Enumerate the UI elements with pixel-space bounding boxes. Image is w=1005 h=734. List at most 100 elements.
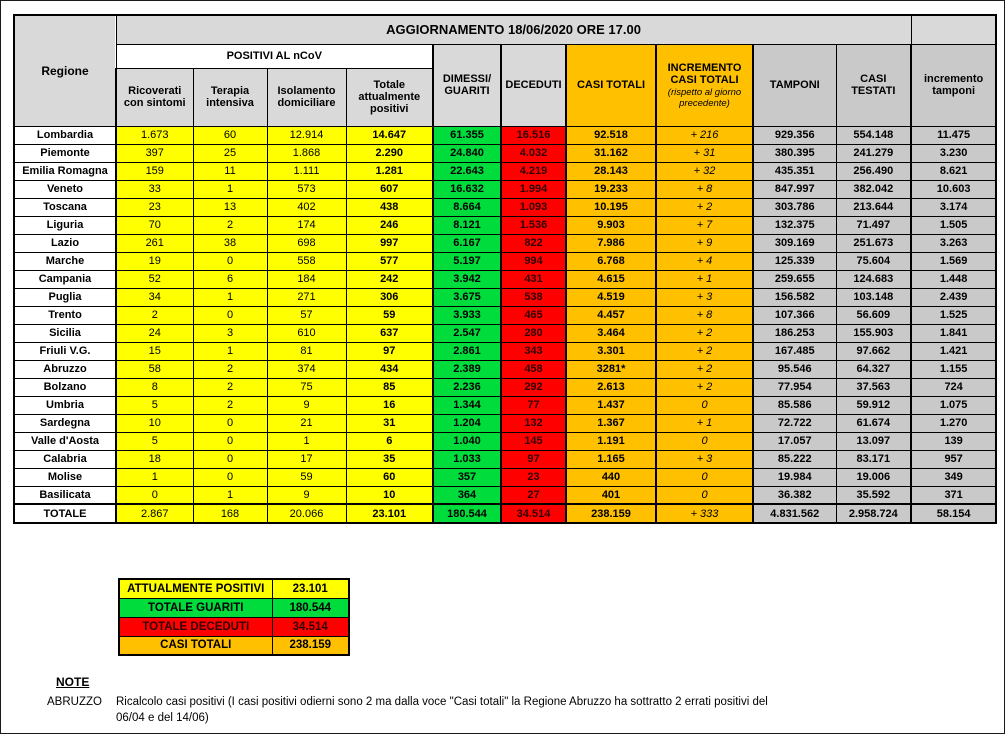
region-row: Trento 2 0 57 59 3.933 465 4.457 + 8 107.366 56.60… (13, 305, 997, 325)
cell-ricoverati: 24 (115, 323, 194, 343)
cell-name: Campania (13, 269, 117, 289)
cell-tamponi: 847.997 (752, 179, 837, 199)
cell-incremento-tamponi: 349 (910, 467, 997, 487)
col-header-tamponi: TAMPONI (752, 43, 837, 127)
cell-deceduti: 145 (500, 431, 567, 451)
cell-deceduti: 1.994 (500, 179, 567, 199)
cell-name: Bolzano (13, 377, 117, 397)
cell-ricoverati: 23 (115, 197, 194, 217)
cell-deceduti: 97 (500, 449, 567, 469)
cell-totale-positivi: 10 (345, 485, 434, 505)
cell-casi-testati: 382.042 (835, 179, 912, 199)
cell-dimessi-guariti: 3.942 (432, 269, 502, 289)
cell-dimessi-guariti: 1.033 (432, 449, 502, 469)
cell-incremento-casi: 0 (655, 395, 754, 415)
cell-incremento-casi: + 3 (655, 449, 754, 469)
cell-totale-positivi: 85 (345, 377, 434, 397)
cell-name: Liguria (13, 215, 117, 235)
cell-isolamento: 573 (266, 179, 347, 199)
cell-tamponi: 929.356 (752, 125, 837, 145)
cell-incremento-casi: + 2 (655, 323, 754, 343)
cell-terapia: 1 (192, 287, 268, 307)
region-row: Piemonte 397 25 1.868 2.290 24.840 4.032 31.162… (13, 143, 997, 163)
cell-totale-positivi: 607 (345, 179, 434, 199)
cell-incremento-tamponi: 3.174 (910, 197, 997, 217)
summary-value: 34.514 (271, 616, 350, 637)
cell-incremento-tamponi: 3.263 (910, 233, 997, 253)
cell-totale-positivi: 242 (345, 269, 434, 289)
cell-incremento-casi: 0 (655, 485, 754, 505)
cell-tamponi: 259.655 (752, 269, 837, 289)
cell-casi-totali: 2.613 (565, 377, 657, 397)
cell-deceduti: 458 (500, 359, 567, 379)
cell-dimessi-guariti: 1.204 (432, 413, 502, 433)
cell-isolamento: 1.868 (266, 143, 347, 163)
cell-tamponi: 85.222 (752, 449, 837, 469)
cell-tamponi: 435.351 (752, 161, 837, 181)
cell-totale-positivi: 2.290 (345, 143, 434, 163)
cell-incremento-tamponi: 1.569 (910, 251, 997, 271)
cell-dimessi-guariti: 6.167 (432, 233, 502, 253)
region-row: Veneto 33 1 573 607 16.632 1.994 19.233 + 8 847.9… (13, 179, 997, 199)
cell-isolamento: 610 (266, 323, 347, 343)
cell-totale-positivi: 637 (345, 323, 434, 343)
region-row: Marche 19 0 558 577 5.197 994 6.768 + 4 125.339 75… (13, 251, 997, 271)
cell-dimessi-guariti: 1.344 (432, 395, 502, 415)
region-row: Umbria 5 2 9 16 1.344 77 1.437 0 85.586 59.912 1.07… (13, 395, 997, 415)
cell-tamponi: 4.831.562 (752, 503, 837, 524)
cell-incremento-tamponi: 1.421 (910, 341, 997, 361)
cell-isolamento: 17 (266, 449, 347, 469)
col-header-isolamento: Isolamento domiciliare (266, 67, 347, 127)
group-header-row: POSITIVI AL nCoV DIMESSI/ GUARITI DECEDU… (14, 43, 997, 127)
cell-tamponi: 303.786 (752, 197, 837, 217)
notes-heading: NOTE (56, 675, 90, 689)
cell-isolamento: 59 (266, 467, 347, 487)
cell-dimessi-guariti: 1.040 (432, 431, 502, 451)
cell-name: Friuli V.G. (13, 341, 117, 361)
cell-incremento-casi: + 8 (655, 305, 754, 325)
cell-tamponi: 19.984 (752, 467, 837, 487)
cell-incremento-tamponi: 10.603 (910, 179, 997, 199)
cell-isolamento: 57 (266, 305, 347, 325)
cell-totale-positivi: 35 (345, 449, 434, 469)
cell-deceduti: 16.516 (500, 125, 567, 145)
cell-ricoverati: 10 (115, 413, 194, 433)
cell-dimessi-guariti: 16.632 (432, 179, 502, 199)
summary-row-casi-totali: CASI TOTALI 238.159 (118, 635, 350, 656)
cell-casi-testati: 97.662 (835, 341, 912, 361)
cell-deceduti: 34.514 (500, 503, 567, 524)
cell-tamponi: 36.382 (752, 485, 837, 505)
cell-name: Sicilia (13, 323, 117, 343)
cell-casi-totali: 440 (565, 467, 657, 487)
cell-ricoverati: 0 (115, 485, 194, 505)
cell-incremento-casi: + 7 (655, 215, 754, 235)
cell-name: Marche (13, 251, 117, 271)
region-row: Molise 1 0 59 60 357 23 440 0 19.984 19.006 349 (13, 467, 997, 487)
cell-isolamento: 558 (266, 251, 347, 271)
cell-terapia: 2 (192, 215, 268, 235)
cell-ricoverati: 5 (115, 431, 194, 451)
cell-dimessi-guariti: 2.547 (432, 323, 502, 343)
cell-casi-totali: 10.195 (565, 197, 657, 217)
cell-tamponi: 72.722 (752, 413, 837, 433)
cell-casi-testati: 59.912 (835, 395, 912, 415)
notes-text: Ricalcolo casi positivi (I casi positivi… (116, 694, 956, 726)
cell-casi-testati: 256.490 (835, 161, 912, 181)
cell-deceduti: 23 (500, 467, 567, 487)
cell-totale-positivi: 60 (345, 467, 434, 487)
incremento-casi-sublabel: (rispetto al giorno precedente) (667, 86, 742, 109)
cell-totale-positivi: 14.647 (345, 125, 434, 145)
cell-name: Umbria (13, 395, 117, 415)
cell-tamponi: 17.057 (752, 431, 837, 451)
cell-isolamento: 12.914 (266, 125, 347, 145)
cell-name: Sardegna (13, 413, 117, 433)
cell-incremento-tamponi: 724 (910, 377, 997, 397)
cell-casi-totali: 4.457 (565, 305, 657, 325)
region-row: Abruzzo 58 2 374 434 2.389 458 3281* + 2 95.546 64… (13, 359, 997, 379)
cell-casi-totali: 1.191 (565, 431, 657, 451)
cell-casi-testati: 251.673 (835, 233, 912, 253)
cell-incremento-tamponi: 1.505 (910, 215, 997, 235)
cell-casi-testati: 2.958.724 (835, 503, 912, 524)
region-row: Bolzano 8 2 75 85 2.236 292 2.613 + 2 77.954 37.56… (13, 377, 997, 397)
